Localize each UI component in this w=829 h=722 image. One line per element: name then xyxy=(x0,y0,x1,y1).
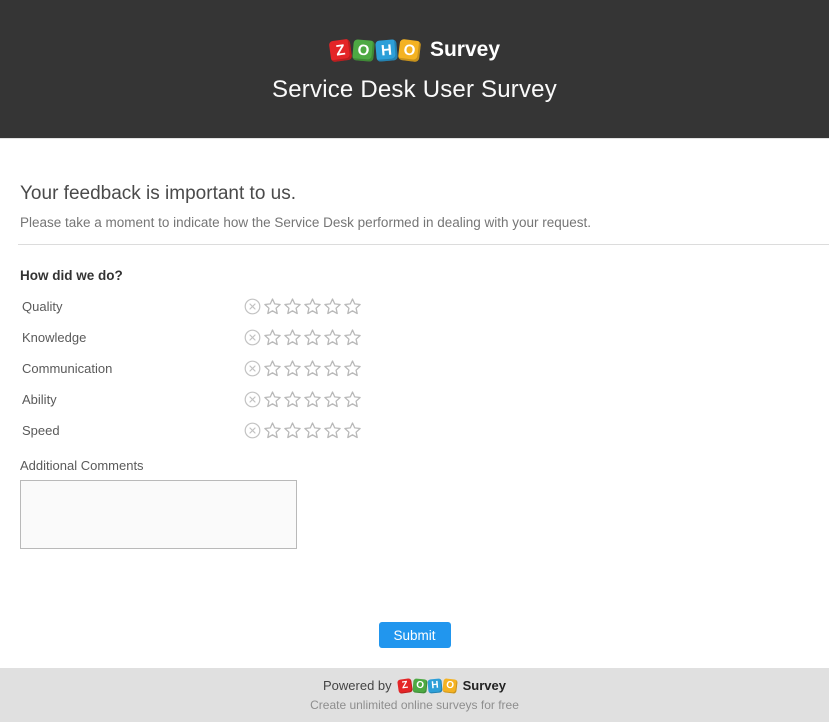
star-icon[interactable] xyxy=(323,391,341,408)
intro-heading: Your feedback is important to us. xyxy=(20,183,297,204)
survey-header: Z O H O Survey Service Desk User Survey xyxy=(0,0,829,139)
star-icon[interactable] xyxy=(343,298,361,315)
rating-group xyxy=(242,360,362,377)
submit-row: Submit xyxy=(0,622,829,648)
rating-row-ability: Ability xyxy=(0,384,829,415)
star-icon[interactable] xyxy=(263,391,281,408)
clear-rating-icon[interactable] xyxy=(244,298,261,315)
page-footer: Powered by Z O H O Survey Create unlimit… xyxy=(0,668,829,722)
rating-row-knowledge: Knowledge xyxy=(0,322,829,353)
star-icon[interactable] xyxy=(303,360,321,377)
zoho-footer-tile-o2: O xyxy=(442,677,458,694)
rating-question-label: Communication xyxy=(22,361,113,376)
rating-group xyxy=(242,298,362,315)
rating-question-label: Knowledge xyxy=(22,330,87,345)
star-icon[interactable] xyxy=(343,329,361,346)
star-icon[interactable] xyxy=(263,360,281,377)
star-icon[interactable] xyxy=(283,422,301,439)
clear-rating-icon[interactable] xyxy=(244,329,261,346)
star-icon[interactable] xyxy=(303,391,321,408)
clear-rating-icon[interactable] xyxy=(244,422,261,439)
zoho-logo-tile-h: H xyxy=(375,38,398,62)
survey-body: Your feedback is important to us. Please… xyxy=(0,139,829,668)
powered-by-text: Powered by xyxy=(322,678,392,693)
survey-title: Service Desk User Survey xyxy=(272,76,557,103)
submit-button[interactable]: Submit xyxy=(378,622,451,648)
footer-brand-text: Survey xyxy=(462,678,507,693)
rating-group xyxy=(242,422,362,439)
star-icon[interactable] xyxy=(283,298,301,315)
star-icon[interactable] xyxy=(343,360,361,377)
star-icon[interactable] xyxy=(283,391,301,408)
footer-tagline-link[interactable]: Create unlimited online surveys for free xyxy=(310,698,519,712)
rating-question-label: Speed xyxy=(22,423,60,438)
rating-row-speed: Speed xyxy=(0,415,829,446)
additional-comments-label: Additional Comments xyxy=(20,458,144,473)
star-icon[interactable] xyxy=(283,360,301,377)
star-icon[interactable] xyxy=(343,422,361,439)
star-icon[interactable] xyxy=(323,329,341,346)
rating-row-quality: Quality xyxy=(0,291,829,322)
star-icon[interactable] xyxy=(303,298,321,315)
rating-rows: Quality Knowledge xyxy=(0,291,829,446)
rating-group xyxy=(242,391,362,408)
comments-textarea[interactable] xyxy=(20,480,297,549)
zoho-survey-logo: Z O H O Survey xyxy=(328,38,501,62)
zoho-logo-tile-z: Z xyxy=(328,38,353,62)
star-icon[interactable] xyxy=(323,422,341,439)
clear-rating-icon[interactable] xyxy=(244,391,261,408)
star-icon[interactable] xyxy=(263,422,281,439)
section-divider xyxy=(18,244,829,245)
star-icon[interactable] xyxy=(323,360,341,377)
zoho-footer-tile-z: Z xyxy=(397,677,414,694)
intro-description: Please take a moment to indicate how the… xyxy=(20,215,592,230)
question-title: How did we do? xyxy=(20,268,123,283)
zoho-logo-tile-o: O xyxy=(352,38,375,62)
star-icon[interactable] xyxy=(263,298,281,315)
star-icon[interactable] xyxy=(263,329,281,346)
rating-row-communication: Communication xyxy=(0,353,829,384)
star-icon[interactable] xyxy=(303,329,321,346)
zoho-footer-tile-o: O xyxy=(412,677,428,694)
rating-question-label: Quality xyxy=(22,299,63,314)
zoho-logo-tile-o2: O xyxy=(397,38,422,62)
rating-group xyxy=(242,329,362,346)
powered-by-link[interactable]: Powered by Z O H O Survey xyxy=(322,677,507,694)
star-icon[interactable] xyxy=(283,329,301,346)
star-icon[interactable] xyxy=(323,298,341,315)
star-icon[interactable] xyxy=(343,391,361,408)
star-icon[interactable] xyxy=(303,422,321,439)
rating-question-label: Ability xyxy=(22,392,57,407)
logo-brand-text: Survey xyxy=(429,38,501,61)
clear-rating-icon[interactable] xyxy=(244,360,261,377)
zoho-footer-tile-h: H xyxy=(427,677,443,694)
